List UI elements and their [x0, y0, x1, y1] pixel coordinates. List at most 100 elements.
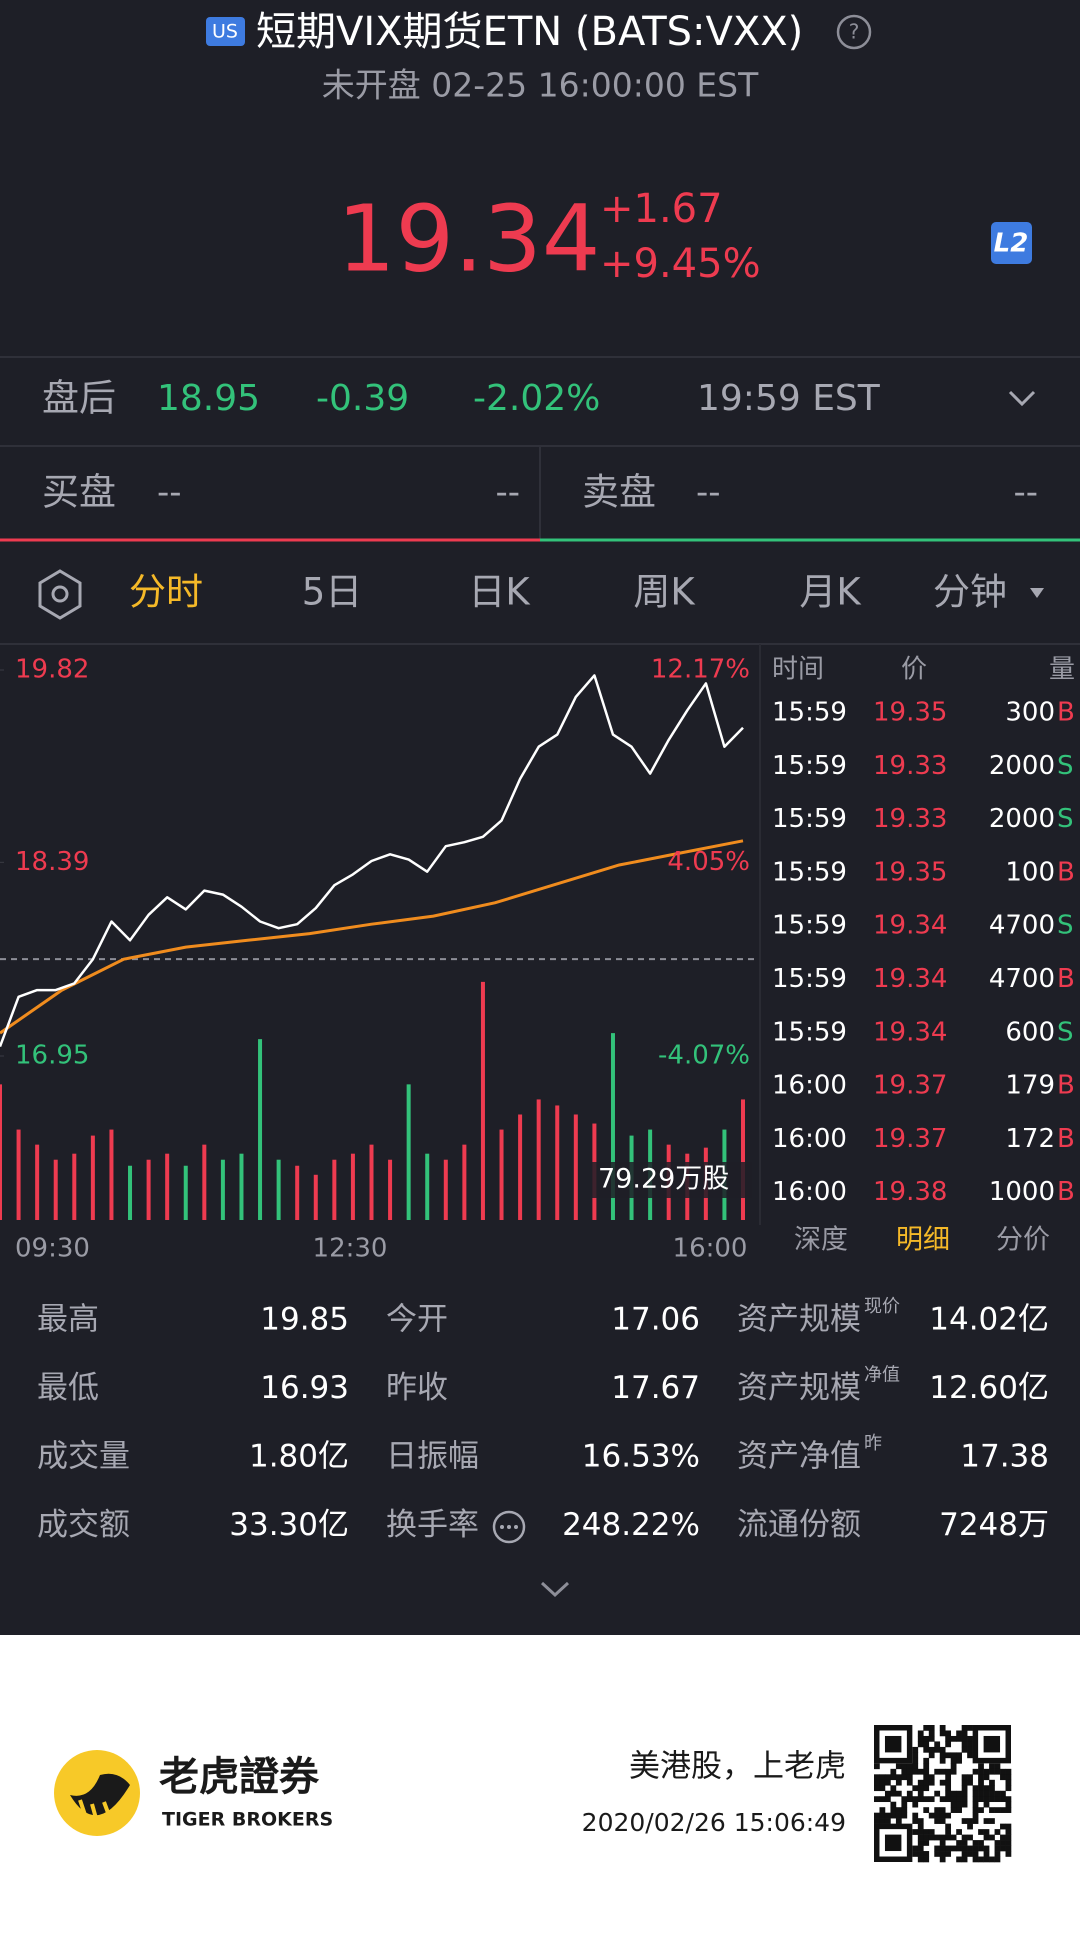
y-tick-label: 18.39 [15, 847, 89, 877]
qr-module [939, 1851, 946, 1857]
qr-module [950, 1752, 957, 1759]
volume-bar [332, 1159, 337, 1220]
qr-module [1005, 1834, 1012, 1841]
help-icon[interactable] [836, 14, 872, 50]
qr-module [928, 1725, 935, 1731]
chart-tab[interactable]: 月K [799, 571, 862, 614]
qr-module [956, 1735, 962, 1742]
qr-module [912, 1785, 919, 1792]
qr-module [890, 1790, 897, 1797]
qr-module [994, 1840, 1001, 1846]
qr-module [879, 1774, 886, 1781]
qr-module [901, 1774, 908, 1781]
qr-module [884, 1812, 891, 1819]
qr-module [1000, 1807, 1006, 1813]
level2-badge-text: L2 [994, 229, 1029, 259]
qr-module [1000, 1790, 1006, 1797]
qr-module [945, 1735, 952, 1742]
chart-tab[interactable]: 5日 [302, 571, 363, 614]
qr-module [928, 1752, 935, 1759]
chart-tab[interactable]: 分钟 [933, 571, 1007, 614]
trade-side: S [1057, 751, 1074, 781]
timestamp: 2020/02/26 15:06:49 [582, 1808, 846, 1837]
qr-module [917, 1785, 924, 1792]
qr-module [879, 1796, 886, 1803]
expand-chevron[interactable] [1008, 390, 1036, 407]
trade-tab[interactable]: 分价 [996, 1225, 1050, 1256]
qr-module [972, 1851, 979, 1857]
qr-module [928, 1774, 935, 1781]
info-icon-dot [500, 1525, 504, 1529]
settings-icon[interactable] [38, 569, 82, 620]
qr-module [912, 1829, 919, 1835]
stat-label: 日振幅 [386, 1439, 479, 1475]
qr-finder [983, 1735, 1001, 1753]
stat-label: 今开 [386, 1302, 448, 1338]
qr-module [945, 1812, 952, 1819]
qr-module [967, 1845, 973, 1852]
trade-time: 15:59 [772, 698, 847, 728]
qr-module [1005, 1768, 1012, 1775]
trade-tab[interactable]: 深度 [794, 1225, 848, 1256]
qr-module [961, 1785, 968, 1792]
level2-badge[interactable] [991, 222, 1032, 264]
brand-logo-mark [70, 1773, 130, 1816]
chart-tab[interactable]: 分时 [129, 571, 203, 614]
qr-module [934, 1807, 941, 1813]
qr-module [895, 1812, 902, 1819]
qr-module [934, 1812, 941, 1819]
qr-module [1005, 1774, 1012, 1781]
qr-module [994, 1796, 1001, 1803]
qr-module [917, 1741, 924, 1748]
qr-module [972, 1840, 979, 1846]
qr-module [945, 1768, 952, 1775]
pct-tick-label: 12.17% [651, 655, 750, 685]
chart-tab[interactable]: 周K [633, 571, 696, 614]
info-icon-dot [514, 1525, 518, 1529]
qr-module [939, 1779, 946, 1786]
qr-module [961, 1746, 968, 1753]
qr-module [978, 1763, 984, 1770]
qr-module [923, 1829, 930, 1835]
volume-bar [462, 1144, 467, 1220]
qr-module [939, 1818, 946, 1824]
stat-value: 7248万 [939, 1507, 1049, 1543]
qr-module [939, 1768, 946, 1775]
intraday-chart: 16.95 -4.07% 18.39 4.05% 19.82 12.17% 79.29万股 0… [0, 644, 761, 1264]
stat-label: 流通份额 [737, 1507, 861, 1543]
trade-header: 价 [901, 655, 927, 685]
market-status: 未开盘 02-25 16:00:00 EST [322, 66, 759, 105]
dropdown-arrow[interactable] [1030, 588, 1044, 598]
qr-module [961, 1730, 968, 1737]
trade-side: B [1057, 698, 1075, 728]
expand-chevron[interactable] [540, 1581, 570, 1598]
qr-module [1005, 1796, 1012, 1803]
qr-module [879, 1779, 886, 1786]
volume-bar [295, 1165, 300, 1220]
qr-module [928, 1779, 935, 1786]
qr-module [989, 1856, 995, 1863]
qr-module [950, 1757, 957, 1764]
qr-module [1005, 1823, 1012, 1830]
qr-module [945, 1829, 952, 1835]
trade-volume: 2000 [989, 751, 1055, 781]
qr-module [906, 1796, 913, 1803]
qr-module [972, 1801, 979, 1808]
trade-price: 19.38 [873, 1177, 947, 1207]
trade-header: 时间 [772, 655, 824, 685]
qr-module [912, 1845, 919, 1852]
qr-module [912, 1801, 919, 1808]
trade-volume: 172 [1005, 1124, 1055, 1154]
stat-label: 换手率 [386, 1507, 479, 1543]
trade-price: 19.33 [873, 751, 947, 781]
qr-module [895, 1807, 902, 1813]
qr-module [890, 1801, 897, 1808]
qr-module [950, 1768, 957, 1775]
qr-module [983, 1851, 990, 1857]
qr-module [950, 1735, 957, 1742]
chart-tab[interactable]: 日K [468, 571, 531, 614]
qr-module [934, 1851, 941, 1857]
qr-module [917, 1851, 924, 1857]
qr-module [956, 1796, 962, 1803]
trade-tab[interactable]: 明细 [896, 1225, 950, 1256]
